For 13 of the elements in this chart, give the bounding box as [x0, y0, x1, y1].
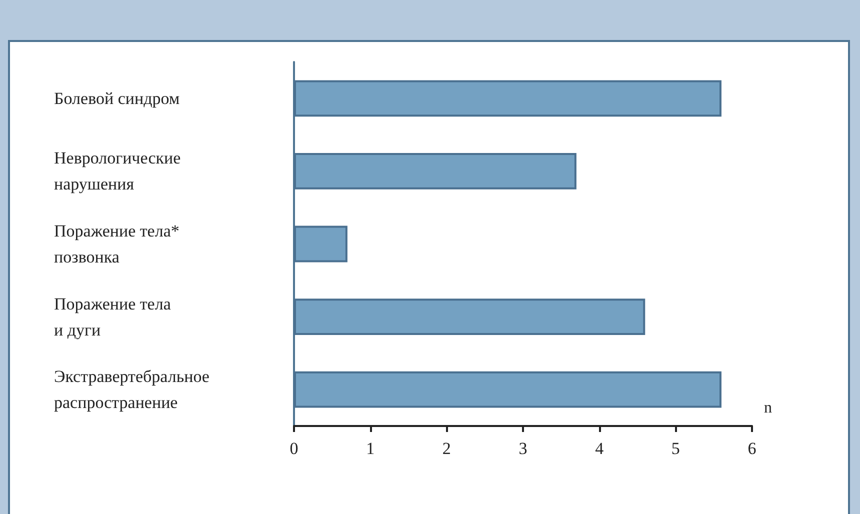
x-tick-label: 5	[671, 439, 680, 458]
y-tick-label: Поражение тела и дуги	[54, 294, 172, 340]
y-tick-label: Болевой синдром	[54, 88, 180, 108]
x-tick-label: 4	[595, 439, 604, 458]
y-tick-label: Неврологические нарушения	[54, 148, 181, 194]
y-tick-label: Экстравертебральное распространение	[54, 367, 210, 412]
y-tick-label: Поражение тела* позвонка	[54, 222, 180, 266]
x-tick-label: 2	[442, 439, 451, 458]
x-axis-title: n	[764, 400, 772, 416]
x-tick-label: 3	[518, 439, 528, 458]
x-tick-label: 6	[748, 439, 756, 458]
x-tick-label: 1	[366, 439, 375, 458]
x-tick-label: 0	[290, 439, 298, 458]
